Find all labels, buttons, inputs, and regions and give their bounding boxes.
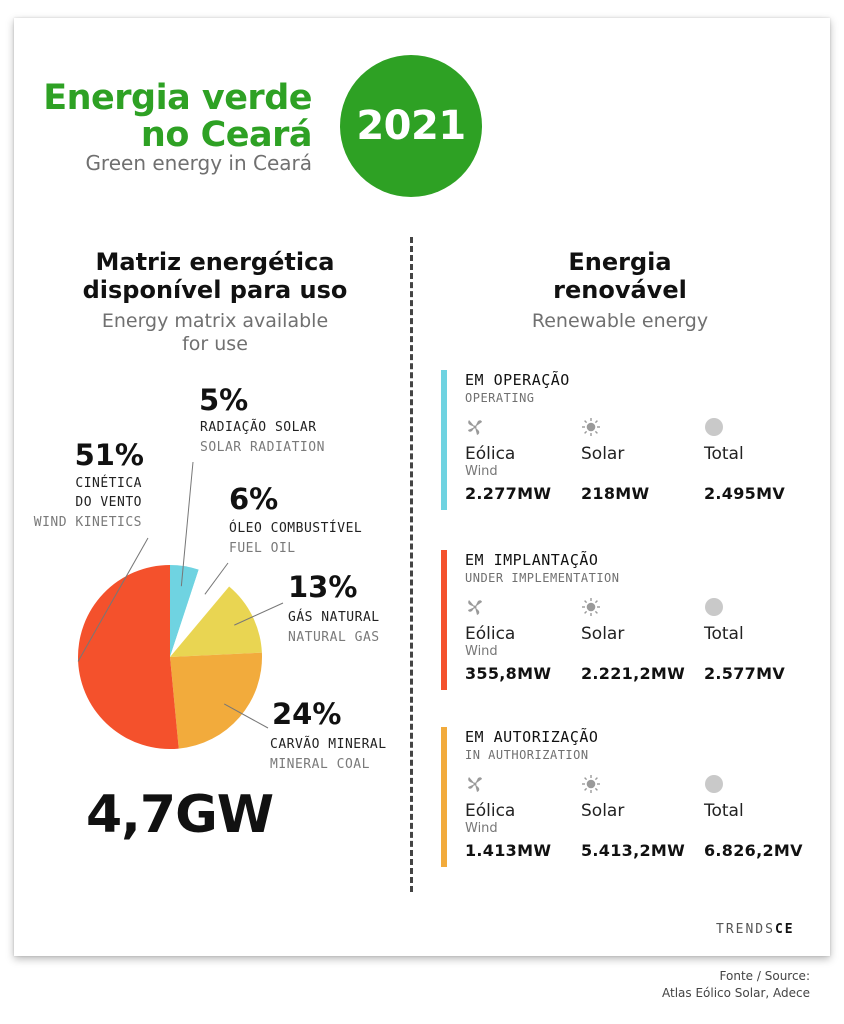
matrix-title-line-1: Matriz energética [95, 248, 335, 276]
matrix-subtitle-line-2: for use [182, 333, 248, 355]
page-subtitle: Green energy in Ceará [85, 151, 312, 175]
wind-value: 1.413MW [465, 841, 552, 860]
solar-value: 2.221,2MW [581, 664, 686, 683]
group-title: EM IMPLANTAÇÃO [465, 551, 599, 569]
group-title: EM AUTORIZAÇÃO [465, 728, 599, 746]
fuel-oil-label-pt: ÓLEO COMBUSTÍVEL [229, 521, 363, 536]
wind-value: 355,8MW [465, 664, 552, 683]
circle-icon [704, 417, 724, 437]
renewable-subtitle: Renewable energy [531, 310, 709, 332]
total-value: 2.495MV [704, 484, 786, 503]
matrix-subtitle-line-1: Energy matrix available [101, 310, 329, 332]
fuel-oil-pct: 6% [229, 482, 279, 516]
wind-kinetics-label-pt-2: DO VENTO [75, 495, 142, 510]
mineral-coal-label-pt: CARVÃO MINERAL [270, 737, 387, 752]
fuel-oil-label-en: FUEL OIL [229, 541, 296, 556]
leader-line [234, 602, 284, 626]
leader-line [223, 703, 269, 729]
wind-column-label: Eólica [465, 444, 516, 464]
year-text: 2021 [356, 103, 466, 149]
wind-value: 2.277MW [465, 484, 552, 503]
solar-radiation-label-pt: RADIAÇÃO SOLAR [200, 420, 317, 435]
group-color-bar [441, 370, 447, 510]
solar-column-label: Solar [581, 444, 625, 464]
wind-turbine-icon [465, 417, 485, 437]
circle-icon [704, 774, 724, 794]
page-title: Energia verde no Ceará [43, 80, 312, 154]
solar-value: 218MW [581, 484, 650, 503]
wind-kinetics-pct: 51% [74, 438, 144, 472]
sun-icon [581, 417, 601, 437]
total-column-label: Total [704, 801, 744, 821]
pie-slice-solar-radiation [170, 565, 199, 657]
leader-line [180, 461, 194, 587]
solar-value: 5.413,2MW [581, 841, 686, 860]
year-badge: 2021 [340, 55, 482, 197]
sun-icon [581, 597, 601, 617]
mineral-coal-label-en: MINERAL COAL [270, 757, 370, 772]
group-color-bar [441, 727, 447, 867]
pie-slice-natural-gas [170, 586, 262, 657]
leader-line [204, 562, 229, 595]
group-color-bar [441, 550, 447, 690]
solar-radiation-label-en: SOLAR RADIATION [200, 440, 325, 455]
total-value: 2.577MV [704, 664, 786, 683]
pie-slice-wind-kinetics [78, 565, 179, 749]
leader-line [77, 537, 149, 662]
wind-kinetics-label-pt-1: CINÉTICA [75, 476, 142, 491]
natural-gas-label-pt: GÁS NATURAL [288, 610, 380, 625]
matrix-subtitle: Energy matrix available for use [40, 310, 390, 356]
sun-icon [581, 774, 601, 794]
pie-slice-fuel-oil [170, 569, 230, 657]
total-column-label: Total [704, 624, 744, 644]
wind-column-label-en: Wind [465, 644, 498, 659]
wind-turbine-icon [465, 774, 485, 794]
matrix-title: Matriz energética disponível para uso [40, 248, 390, 304]
source-label: Fonte / Source: [719, 969, 810, 983]
title-line-1: Energia verde [43, 78, 312, 118]
natural-gas-label-en: NATURAL GAS [288, 630, 380, 645]
total-capacity: 4,7GW [86, 785, 274, 845]
total-value: 6.826,2MV [704, 841, 803, 860]
matrix-title-line-2: disponível para uso [82, 276, 348, 304]
mineral-coal-pct: 24% [272, 697, 342, 731]
wind-column-label-en: Wind [465, 464, 498, 479]
group-subtitle: IN AUTHORIZATION [465, 748, 589, 762]
solar-column-label: Solar [581, 801, 625, 821]
wind-turbine-icon [465, 597, 485, 617]
natural-gas-pct: 13% [288, 570, 358, 604]
wind-column-label-en: Wind [465, 821, 498, 836]
wind-column-label: Eólica [465, 801, 516, 821]
group-subtitle: OPERATING [465, 391, 535, 405]
renewable-title-line-1: Energia [568, 248, 672, 276]
wind-column-label: Eólica [465, 624, 516, 644]
dashed-divider [410, 237, 413, 892]
renewable-title: Energia renovável [430, 248, 810, 304]
solar-column-label: Solar [581, 624, 625, 644]
brand-text-a: TRENDS [716, 922, 775, 937]
group-subtitle: UNDER IMPLEMENTATION [465, 571, 620, 585]
source-text: Atlas Eólico Solar, Adece [662, 986, 810, 1000]
group-title: EM OPERAÇÃO [465, 371, 570, 389]
pie-slice-mineral-coal [170, 652, 262, 749]
brand-text-b: CE [774, 922, 795, 937]
title-line-2: no Ceará [140, 115, 313, 155]
renewable-title-line-2: renovável [553, 276, 687, 304]
total-column-label: Total [704, 444, 744, 464]
brand-logo: TRENDSCE [716, 922, 795, 937]
source-note: Fonte / Source: Atlas Eólico Solar, Adec… [662, 968, 810, 1002]
wind-kinetics-label-en: WIND KINETICS [33, 515, 142, 530]
solar-radiation-pct: 5% [199, 383, 249, 417]
circle-icon [704, 597, 724, 617]
